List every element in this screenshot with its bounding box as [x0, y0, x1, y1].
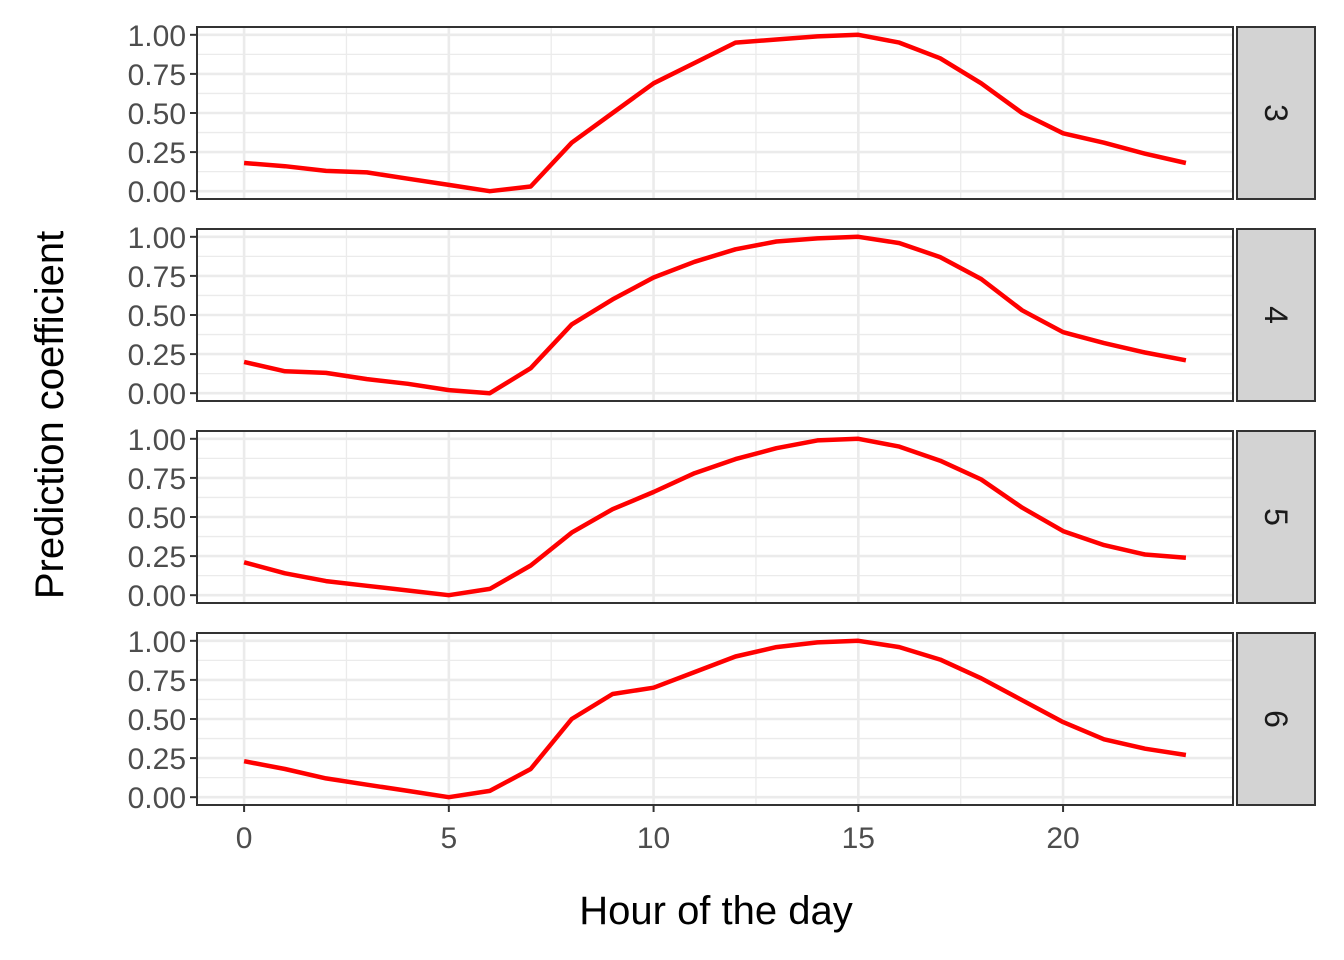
- y-tick-label: 0.75: [128, 59, 186, 92]
- x-tick-label: 10: [637, 822, 670, 855]
- y-tick-label: 0.00: [128, 580, 186, 613]
- y-tick-label: 0.75: [128, 665, 186, 698]
- y-tick-label: 1.00: [128, 424, 186, 457]
- facet-strip-label: 6: [1258, 710, 1294, 728]
- x-tick-label: 20: [1046, 822, 1079, 855]
- y-tick-label: 0.00: [128, 176, 186, 209]
- y-tick-label: 0.00: [128, 378, 186, 411]
- y-tick-label: 1.00: [128, 20, 186, 53]
- y-tick-label: 0.25: [128, 339, 186, 372]
- facet-panel-6: 0.00 0.25 0.50 0.75 1.00 6: [128, 626, 1316, 815]
- y-tick-label: 0.00: [128, 782, 186, 815]
- y-tick-label: 0.25: [128, 137, 186, 170]
- facet-strip: [1236, 632, 1316, 806]
- y-tick-label: 0.25: [128, 541, 186, 574]
- facet-strip-label: 4: [1258, 306, 1294, 324]
- x-tick-label: 5: [440, 822, 457, 855]
- y-tick-label: 0.50: [128, 300, 186, 333]
- series-line: [243, 234, 1187, 396]
- series-line: [243, 32, 1187, 194]
- y-tick-label: 0.50: [128, 502, 186, 535]
- facet-strip-label: 3: [1258, 104, 1294, 122]
- y-tick-label: 0.75: [128, 463, 186, 496]
- series-line: [243, 638, 1187, 800]
- x-axis-title: Hour of the day: [579, 889, 853, 933]
- facet-panel-4: 0.00 0.25 0.50 0.75 1.00 4: [128, 222, 1316, 411]
- x-axis: 0 5 10 15 20: [236, 805, 1080, 855]
- facet-panel-3: 0.00 0.25 0.50 0.75 1.00 3: [128, 20, 1316, 209]
- series-line: [243, 436, 1187, 598]
- y-tick-label: 0.50: [128, 98, 186, 131]
- y-tick-label: 0.75: [128, 261, 186, 294]
- facet-strip: [1236, 228, 1316, 402]
- y-tick-label: 1.00: [128, 222, 186, 255]
- facet-strip: [1236, 26, 1316, 200]
- x-tick-label: 15: [842, 822, 875, 855]
- y-axis-title: Prediction coefficient: [28, 231, 72, 599]
- facet-strip-label: 5: [1258, 508, 1294, 526]
- y-tick-label: 0.50: [128, 704, 186, 737]
- y-tick-label: 0.25: [128, 743, 186, 776]
- facet-panel-5: 0.00 0.25 0.50 0.75 1.00 5: [128, 424, 1316, 613]
- x-tick-label: 0: [236, 822, 253, 855]
- facet-strip: [1236, 430, 1316, 604]
- facet-panels: 0.00 0.25 0.50 0.75 1.00 3 0.00 0.25 0.50 0.75 1.0…: [128, 20, 1316, 815]
- y-tick-label: 1.00: [128, 626, 186, 659]
